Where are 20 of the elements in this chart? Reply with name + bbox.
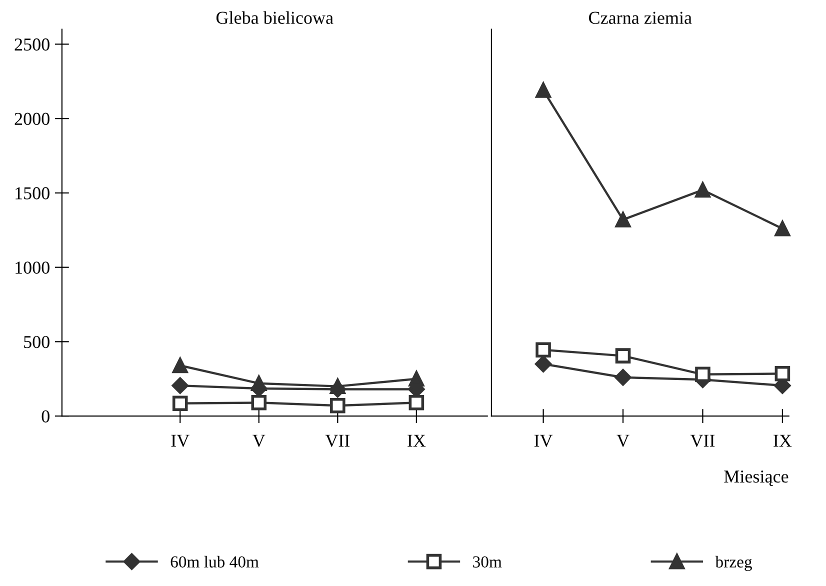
y-tick-label: 2500 [14, 38, 50, 51]
x-tick-label: IV [171, 434, 190, 447]
x-tick-label: VII [690, 434, 715, 447]
x-tick-label: IV [534, 434, 553, 447]
x-tick-label: IX [408, 434, 426, 447]
y-tick-label: 2000 [14, 112, 50, 125]
legend-label: 30m [473, 556, 502, 568]
y-tick-label: 1000 [16, 262, 50, 274]
y-tick-label: 0 [42, 410, 50, 422]
x-tick-label: V [252, 434, 266, 447]
x-tick-label: IX [774, 434, 792, 447]
x-tick-label: VII [325, 434, 350, 447]
y-tick-label: 1500 [16, 187, 50, 200]
y-tick-label: 500 [24, 336, 50, 348]
legend-label: 60m lub 40m [170, 556, 259, 568]
x-tick-label: V [616, 434, 630, 447]
x-axis-title: Miesiące [724, 470, 788, 486]
legend-label: brzeg [715, 556, 752, 571]
chart-title: Gleba bielicowa [216, 11, 334, 24]
chart-title: Czarna ziemia [589, 12, 692, 24]
